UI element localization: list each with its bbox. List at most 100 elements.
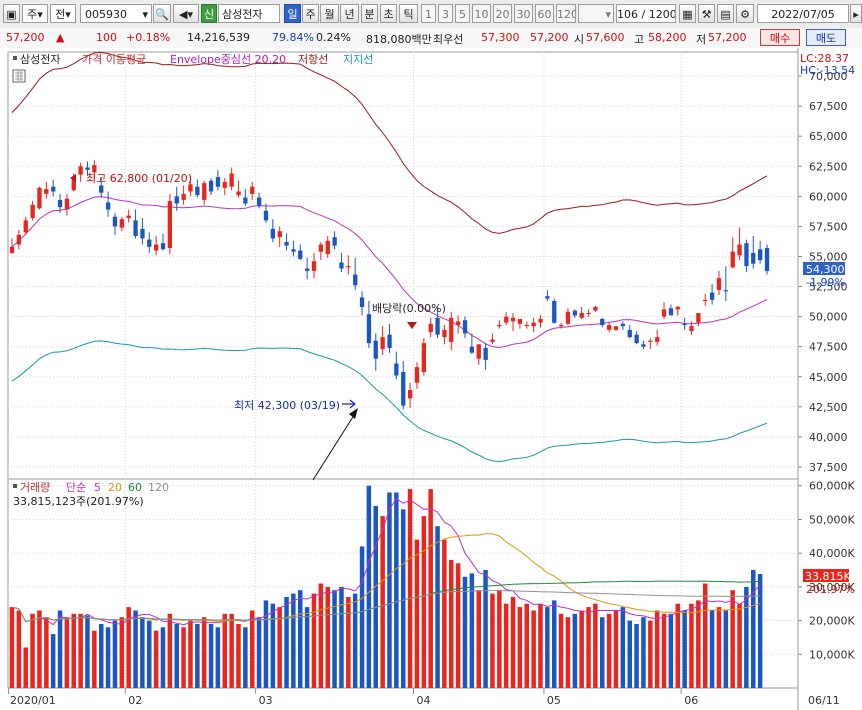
- volume-bar: [298, 590, 303, 688]
- interval-10[interactable]: 10: [472, 4, 491, 23]
- grid-icon[interactable]: ▦: [679, 4, 696, 23]
- open-label: 시: [574, 33, 585, 46]
- volume-bar: [243, 627, 248, 688]
- candle-body: [263, 210, 269, 221]
- grid: [8, 52, 798, 688]
- candle-body: [126, 215, 131, 218]
- support-line: [11, 340, 768, 463]
- volume-bar: [332, 590, 337, 688]
- prev-label: 전: [55, 8, 66, 21]
- candle-body: [613, 326, 619, 330]
- dividend-annotation-text: 배당락(0.00%): [372, 302, 446, 315]
- tab-month[interactable]: 월: [320, 4, 339, 23]
- trade-volume: 14,216,539: [187, 31, 250, 44]
- low-label: 저: [696, 33, 707, 46]
- volume-bar: [64, 617, 70, 688]
- date-picker-icon[interactable]: ▸: [850, 4, 862, 23]
- price-tick-label: 47,500: [809, 341, 848, 354]
- current-volume-pct: 201.97%: [806, 583, 855, 596]
- interval-5[interactable]: 5: [455, 4, 470, 23]
- candle-body: [30, 204, 35, 218]
- candle-body: [517, 319, 523, 324]
- date-axis: 02 03 04 05 06: [8, 688, 698, 707]
- volume-bar: [462, 576, 468, 688]
- volume-bar: [256, 617, 262, 688]
- tab-second[interactable]: 초: [380, 4, 397, 23]
- mode-select[interactable]: 주▾: [22, 4, 48, 23]
- open-price: 57,600: [586, 31, 625, 44]
- current-price: 57,200: [6, 31, 45, 44]
- stock-name-field: 삼성전자: [218, 4, 280, 23]
- candle-body: [154, 244, 159, 251]
- volume-bar: [661, 613, 667, 688]
- volume-bar: [263, 600, 269, 688]
- candle-body: [188, 184, 193, 192]
- trade-amount: 818,080백만: [366, 33, 432, 46]
- volume-bar: [490, 593, 495, 688]
- volume-bar: [449, 559, 454, 688]
- chart-menu-icon[interactable]: ▣: [3, 4, 20, 23]
- tab-week[interactable]: 주: [302, 4, 319, 23]
- volume-bar: [160, 627, 166, 688]
- candle-body: [620, 323, 625, 327]
- count-field[interactable]: 106 / 1200: [616, 4, 676, 23]
- candle-body: [483, 347, 488, 360]
- tab-tick[interactable]: 틱: [399, 4, 418, 23]
- volume-bar: [503, 603, 509, 688]
- tab-year[interactable]: 년: [340, 4, 359, 23]
- dividend-annotation: 배당락(0.00%): [372, 302, 446, 329]
- candle-body: [449, 317, 454, 342]
- interval-3[interactable]: 3: [438, 4, 453, 23]
- volume-bar: [153, 630, 159, 688]
- volume-bar: [483, 570, 488, 688]
- interval-20[interactable]: 20: [493, 4, 512, 23]
- legend-square-icon: [13, 56, 17, 60]
- volume-bar: [442, 539, 447, 688]
- volume-bar: [352, 593, 358, 688]
- tab-minute[interactable]: 분: [361, 4, 378, 23]
- search-icon[interactable]: 🔍: [153, 4, 171, 23]
- volume-bar: [593, 603, 598, 688]
- interval-dropdown[interactable]: ▾: [578, 4, 614, 23]
- candle-body: [270, 228, 275, 239]
- legend-name: 삼성전자: [20, 53, 60, 66]
- sound-icon[interactable]: ◀▾: [173, 4, 199, 23]
- volume-bar: [654, 610, 660, 688]
- volume-bar: [552, 600, 557, 688]
- interval-120[interactable]: 120: [556, 4, 576, 23]
- candle-body: [710, 292, 715, 300]
- interval-1[interactable]: 1: [421, 4, 436, 23]
- candle-body: [318, 244, 323, 252]
- envelope-bands: [11, 51, 768, 463]
- candle-body: [751, 252, 756, 264]
- price-tick-label: 57,500: [809, 220, 848, 233]
- volume-ma120-line: [11, 590, 761, 623]
- volume-bar: [270, 603, 276, 688]
- resistance-line: [11, 51, 768, 234]
- candle-body: [346, 266, 351, 268]
- candle-body: [51, 186, 56, 192]
- interval-60[interactable]: 60: [535, 4, 554, 23]
- stock-chart[interactable]: 70,000 67,500 65,000 62,500 60,000 57,500 55,0…: [0, 48, 862, 710]
- settings-gear-icon[interactable]: ⚙: [736, 4, 754, 23]
- date-field[interactable]: 2022/07/05: [757, 4, 849, 23]
- volume-bar: [696, 600, 701, 688]
- legend-resistance: 저항선: [298, 53, 328, 66]
- high-marker-icon: [70, 174, 76, 182]
- prev-select[interactable]: 전▾: [50, 4, 76, 23]
- save-icon[interactable]: ▤: [717, 4, 734, 23]
- candle-body: [600, 319, 605, 325]
- sell-button[interactable]: 매도: [806, 29, 846, 46]
- tools-icon[interactable]: ⚒: [698, 4, 715, 23]
- date-tick-label: 03: [259, 694, 273, 707]
- buy-button[interactable]: 매수: [760, 29, 800, 46]
- candle-body: [305, 268, 310, 271]
- volume-bar: [188, 620, 193, 688]
- volume-bar: [565, 617, 571, 688]
- current-price-label: 54,300: [806, 263, 845, 276]
- stock-code-input[interactable]: 005930 ▾: [80, 4, 152, 23]
- volume-bar: [359, 546, 365, 688]
- tab-day[interactable]: 일: [284, 4, 301, 23]
- candle-body: [428, 323, 433, 333]
- interval-30[interactable]: 30: [514, 4, 533, 23]
